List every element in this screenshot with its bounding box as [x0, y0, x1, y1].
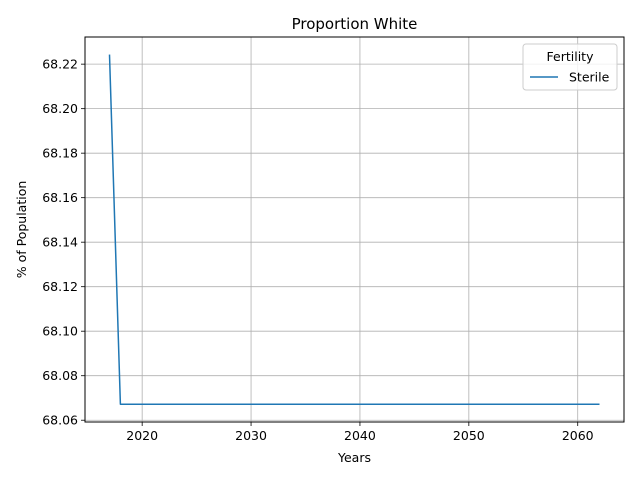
plot-area-frame [84, 36, 625, 423]
y-tick-label: 68.14 [42, 235, 78, 250]
y-tick-label: 68.06 [42, 413, 78, 428]
y-tick-label: 68.08 [42, 368, 78, 383]
chart-title: Proportion White [292, 15, 418, 33]
y-tick-label: 68.18 [42, 146, 78, 161]
x-tick-label: 2030 [235, 428, 267, 443]
series-layer [108, 54, 600, 405]
legend-box [522, 43, 618, 91]
legend: Fertility Sterile [522, 43, 618, 91]
x-axis-label: Years [337, 450, 371, 465]
grid [85, 37, 624, 422]
y-axis: 68.06 68.08 68.10 68.12 68.14 68.16 68.18 68.20… [42, 57, 85, 428]
y-tick-label: 68.16 [42, 190, 78, 205]
y-tick-label: 68.12 [42, 279, 78, 294]
y-tick-label: 68.20 [42, 101, 78, 116]
x-tick-label: 2020 [126, 428, 158, 443]
x-tick-label: 2050 [453, 428, 485, 443]
x-axis: 2020 2030 2040 2050 2060 [126, 422, 594, 443]
legend-label-sterile: Sterile [569, 70, 610, 85]
series-line-sterile [108, 54, 600, 405]
y-tick-label: 68.10 [42, 324, 78, 339]
y-axis-label: % of Population [14, 181, 29, 279]
x-tick-label: 2060 [562, 428, 594, 443]
x-tick-label: 2040 [344, 428, 376, 443]
legend-title: Fertility [547, 49, 595, 64]
y-tick-label: 68.22 [42, 57, 78, 72]
